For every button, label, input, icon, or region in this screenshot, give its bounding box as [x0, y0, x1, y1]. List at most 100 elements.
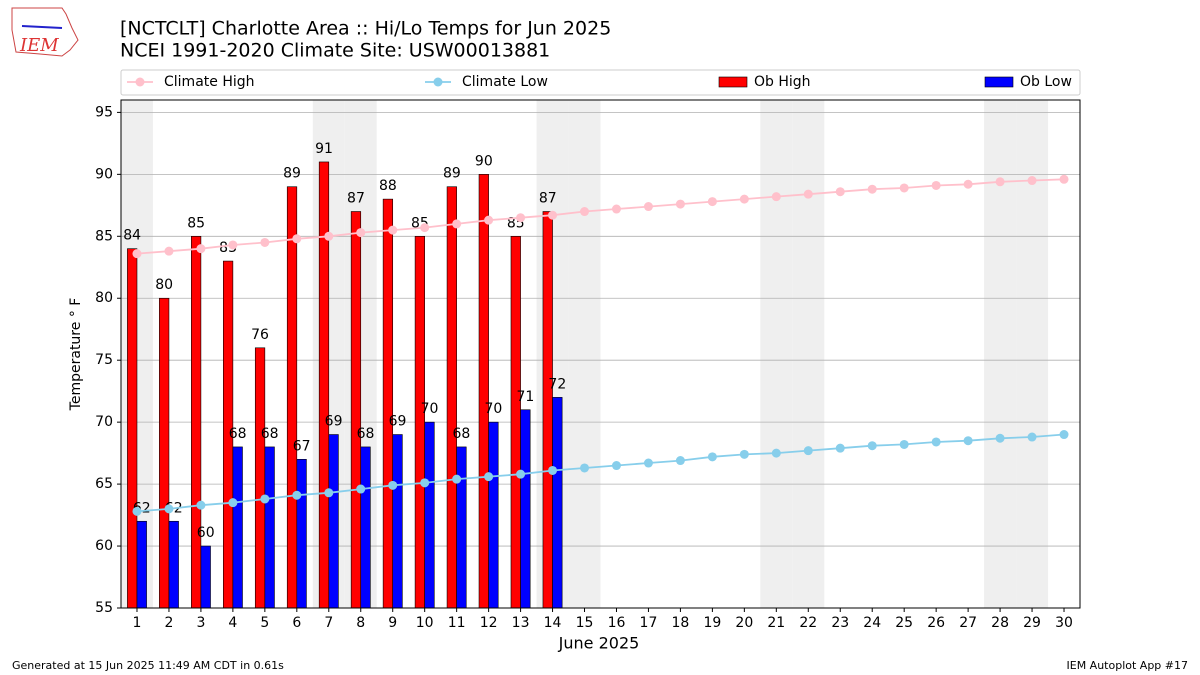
bar	[542, 211, 553, 609]
line-point	[420, 478, 430, 488]
bar	[350, 211, 362, 609]
line-point	[132, 249, 142, 259]
line-point	[931, 437, 941, 447]
weekend-shade	[760, 100, 793, 608]
x-tick-label: 23	[831, 615, 849, 631]
logo-text: IEM	[19, 35, 59, 56]
x-tick-label: 2	[164, 615, 173, 631]
logo-line	[21, 25, 63, 29]
line-point	[611, 204, 621, 214]
x-tick-label: 6	[292, 615, 301, 631]
bar-value-label: 87	[539, 191, 557, 207]
y-tick-label: 90	[95, 166, 113, 182]
line-point	[580, 207, 590, 217]
line-point	[292, 490, 302, 500]
bar	[328, 434, 339, 609]
legend-swatch	[718, 76, 748, 88]
bar-value-label: 80	[155, 277, 173, 293]
x-tick-label: 4	[228, 615, 237, 631]
bar	[424, 421, 435, 609]
line-point	[132, 506, 142, 516]
bar-value-label: 69	[389, 414, 407, 430]
line-point	[995, 433, 1005, 443]
bar-value-label: 68	[357, 426, 375, 442]
bar	[392, 434, 403, 609]
bar	[200, 545, 211, 609]
line-point	[995, 177, 1005, 187]
bar	[159, 297, 170, 609]
legend-label: Ob Low	[1020, 74, 1072, 90]
line-point	[739, 449, 749, 459]
bar-value-label: 90	[475, 153, 493, 169]
line-point	[707, 197, 717, 207]
line-point	[388, 225, 398, 235]
x-tick-label: 25	[895, 615, 913, 631]
y-tick-label: 75	[95, 352, 113, 368]
x-tick-label: 16	[608, 615, 626, 631]
y-tick-label: 95	[95, 104, 113, 120]
line-point	[771, 448, 781, 458]
x-tick-label: 7	[324, 615, 333, 631]
line-point	[675, 199, 685, 209]
x-tick-label: 18	[672, 615, 690, 631]
line-point	[580, 463, 590, 473]
line-point	[835, 443, 845, 453]
line-point	[707, 452, 717, 462]
line-point	[516, 213, 526, 223]
line-point	[899, 439, 909, 449]
bar-value-label: 84	[123, 228, 141, 244]
bar-value-label: 60	[197, 525, 215, 541]
bar	[264, 446, 275, 609]
line-point	[1027, 176, 1037, 186]
bar-value-label: 68	[453, 426, 471, 442]
x-tick-label: 30	[1055, 615, 1073, 631]
x-tick-label: 8	[356, 615, 365, 631]
bar	[510, 235, 521, 609]
legend-label: Climate High	[164, 74, 255, 90]
line-point	[164, 246, 174, 256]
legend-marker	[433, 77, 443, 87]
x-tick-label: 21	[767, 615, 785, 631]
x-tick-label: 3	[196, 615, 205, 631]
bar	[232, 446, 243, 609]
logo: IEM	[11, 7, 79, 57]
line-point	[803, 189, 813, 199]
line-point	[1059, 430, 1069, 440]
bar-value-label: 85	[187, 215, 205, 231]
bar	[136, 520, 147, 609]
line-point	[292, 234, 302, 244]
line-point	[356, 484, 366, 494]
line	[136, 178, 1065, 255]
line-point	[324, 488, 334, 498]
line-point	[771, 192, 781, 202]
legend-swatch	[984, 76, 1014, 88]
weekend-shade	[568, 100, 601, 608]
bar	[552, 397, 563, 609]
line-point	[196, 244, 206, 254]
bar	[254, 347, 266, 609]
x-tick-label: 29	[1023, 615, 1041, 631]
x-tick-label: 9	[388, 615, 397, 631]
y-tick-label: 55	[95, 600, 113, 616]
bar	[456, 446, 467, 609]
x-tick-label: 27	[959, 615, 977, 631]
bar-value-label: 88	[379, 178, 397, 194]
x-axis-label: June 2025	[558, 634, 640, 653]
legend-label: Climate Low	[462, 74, 548, 90]
y-tick-label: 60	[95, 538, 113, 554]
y-tick-label: 85	[95, 228, 113, 244]
legend-marker	[135, 77, 145, 87]
line-point	[899, 183, 909, 193]
bar-value-label: 68	[261, 426, 279, 442]
x-tick-label: 11	[448, 615, 466, 631]
x-tick-label: 15	[576, 615, 594, 631]
bar	[318, 161, 330, 609]
chart-subtitle: NCEI 1991-2020 Climate Site: USW00013881	[120, 40, 550, 62]
x-tick-label: 22	[799, 615, 817, 631]
chart-title: [NCTCLT] Charlotte Area :: Hi/Lo Temps f…	[120, 18, 611, 40]
x-tick-label: 13	[512, 615, 530, 631]
line-point	[643, 458, 653, 468]
y-axis-label: Temperature ° F	[68, 298, 84, 412]
x-tick-label: 20	[735, 615, 753, 631]
bar-value-label: 72	[548, 376, 566, 392]
